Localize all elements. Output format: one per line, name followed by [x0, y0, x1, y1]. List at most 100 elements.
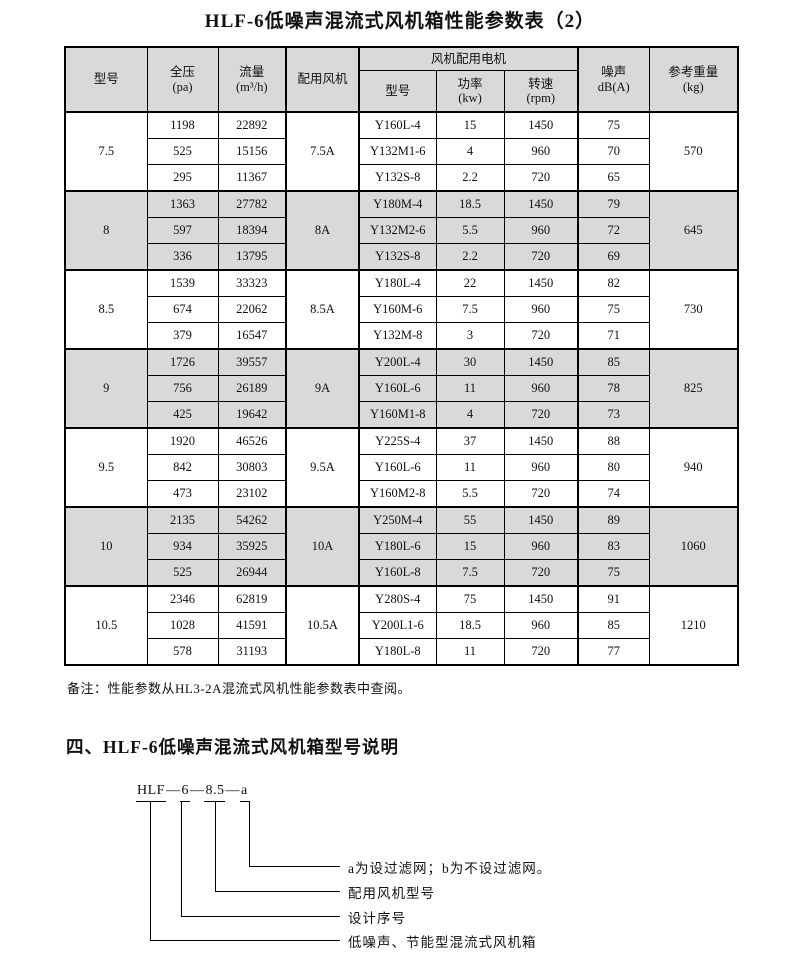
- table-row: 295 11367 Y132S-8 2.2 720 65: [65, 164, 738, 192]
- cell-fan: 9.5A: [285, 427, 360, 508]
- cell-flow: 30803: [217, 454, 287, 481]
- cell-motor-model: Y132M-8: [358, 322, 437, 350]
- cell-pressure: 934: [146, 533, 219, 560]
- header-noise-line1: 噪声: [601, 65, 627, 80]
- cell-weight: 645: [648, 190, 739, 271]
- table-row: 1028 41591 Y200L1-6 18.5 960 85: [65, 612, 738, 639]
- cell-pressure: 1028: [146, 612, 219, 639]
- cell-power: 37: [435, 427, 505, 455]
- table-row: 9.5 1920 46526 9.5A Y225S-4 37 1450 88 940: [64, 427, 739, 508]
- cell-noise: 73: [577, 401, 650, 429]
- header-weight: 参考重量 (kg): [648, 46, 739, 113]
- cell-speed: 1450: [503, 111, 579, 139]
- cell-fan: 9A: [285, 348, 360, 429]
- cell-motor-model: Y180L-4: [358, 269, 437, 297]
- cell-power: 55: [435, 506, 505, 534]
- cell-pressure: 1198: [146, 111, 219, 139]
- cell-weight: 825: [648, 348, 739, 429]
- cell-pressure: 379: [146, 322, 219, 350]
- table-row: 425 19642 Y160M1-8 4 720 73: [65, 401, 738, 429]
- cell-noise: 65: [577, 164, 650, 192]
- cell-motor-model: Y225S-4: [358, 427, 437, 455]
- cell-pressure: 1363: [146, 190, 219, 218]
- dash-separator: —: [225, 783, 240, 798]
- cell-power: 11: [435, 638, 505, 666]
- header-motor-group: 风机配用电机: [358, 46, 579, 71]
- cell-motor-model: Y180M-4: [358, 190, 437, 218]
- cell-flow: 46526: [217, 427, 287, 455]
- connector-line-suffix-vertical: [249, 801, 250, 866]
- cell-flow: 15156: [217, 138, 287, 165]
- cell-noise: 85: [577, 612, 650, 639]
- label-fan-model: 配用风机型号: [348, 886, 435, 901]
- cell-motor-model: Y200L1-6: [358, 612, 437, 639]
- page-title: HLF-6低噪声混流式风机箱性能参数表（2）: [204, 11, 596, 32]
- cell-motor-model: Y160L-6: [358, 375, 437, 402]
- cell-speed: 720: [503, 638, 579, 666]
- cell-speed: 960: [503, 454, 579, 481]
- cell-pressure: 578: [146, 638, 219, 666]
- cell-power: 2.2: [435, 164, 505, 192]
- table-row: 8.5 1539 33323 8.5A Y180L-4 22 1450 82 730: [64, 269, 739, 350]
- table-row: 597 18394 Y132M2-6 5.5 960 72: [65, 217, 738, 244]
- model-size-token: 8.5: [204, 783, 226, 802]
- cell-power: 4: [435, 138, 505, 165]
- cell-motor-model: Y132M1-6: [358, 138, 437, 165]
- cell-power: 22: [435, 269, 505, 297]
- cell-noise: 79: [577, 190, 650, 218]
- table-row: 10 2135 54262 10A Y250M-4 55 1450 89 1060: [64, 506, 739, 587]
- cell-weight: 940: [648, 427, 739, 508]
- model-series-token: HLF: [136, 783, 166, 802]
- cell-motor-model: Y200L-4: [358, 348, 437, 376]
- cell-flow: 22062: [217, 296, 287, 323]
- header-power-line2: (kw): [458, 91, 482, 105]
- cell-pressure: 473: [146, 480, 219, 508]
- table-row: 674 22062 Y160M-6 7.5 960 75: [65, 296, 738, 323]
- header-power: 功率 (kw): [435, 70, 505, 113]
- model-design-token: 6: [180, 783, 190, 802]
- cell-power: 5.5: [435, 480, 505, 508]
- cell-power: 2.2: [435, 243, 505, 271]
- cell-speed: 720: [503, 480, 579, 508]
- cell-flow: 18394: [217, 217, 287, 244]
- connector-line-suffix-horizontal: [249, 866, 340, 867]
- cell-noise: 85: [577, 348, 650, 376]
- cell-model: 9.5: [64, 427, 148, 508]
- cell-speed: 1450: [503, 269, 579, 297]
- cell-speed: 960: [503, 375, 579, 402]
- section-heading: 四、HLF-6低噪声混流式风机箱型号说明: [66, 737, 400, 757]
- connector-line-design-vertical: [181, 801, 182, 916]
- cell-flow: 11367: [217, 164, 287, 192]
- cell-pressure: 842: [146, 454, 219, 481]
- cell-noise: 72: [577, 217, 650, 244]
- table-row: 842 30803 Y160L-6 11 960 80: [65, 454, 738, 481]
- cell-pressure: 2135: [146, 506, 219, 534]
- header-weight-line1: 参考重量: [668, 65, 719, 80]
- cell-pressure: 425: [146, 401, 219, 429]
- cell-flow: 26944: [217, 559, 287, 587]
- header-speed-line1: 转速: [528, 76, 554, 91]
- cell-model: 7.5: [64, 111, 148, 192]
- cell-power: 5.5: [435, 217, 505, 244]
- header-flow: 流量 (m³/h): [217, 46, 287, 113]
- table-row: 578 31193 Y180L-8 11 720 77: [65, 638, 738, 666]
- cell-motor-model: Y160L-4: [358, 111, 437, 139]
- cell-noise: 91: [577, 585, 650, 613]
- cell-power: 7.5: [435, 296, 505, 323]
- cell-weight: 570: [648, 111, 739, 192]
- cell-noise: 69: [577, 243, 650, 271]
- cell-noise: 88: [577, 427, 650, 455]
- cell-flow: 39557: [217, 348, 287, 376]
- cell-flow: 16547: [217, 322, 287, 350]
- cell-pressure: 2346: [146, 585, 219, 613]
- cell-pressure: 756: [146, 375, 219, 402]
- header-fan: 配用风机: [285, 46, 360, 113]
- label-design-serial: 设计序号: [348, 911, 406, 926]
- cell-speed: 960: [503, 138, 579, 165]
- cell-pressure: 336: [146, 243, 219, 271]
- cell-flow: 33323: [217, 269, 287, 297]
- cell-pressure: 674: [146, 296, 219, 323]
- model-designation-string: HLF—6—8.5—a: [136, 783, 249, 802]
- cell-power: 7.5: [435, 559, 505, 587]
- cell-flow: 19642: [217, 401, 287, 429]
